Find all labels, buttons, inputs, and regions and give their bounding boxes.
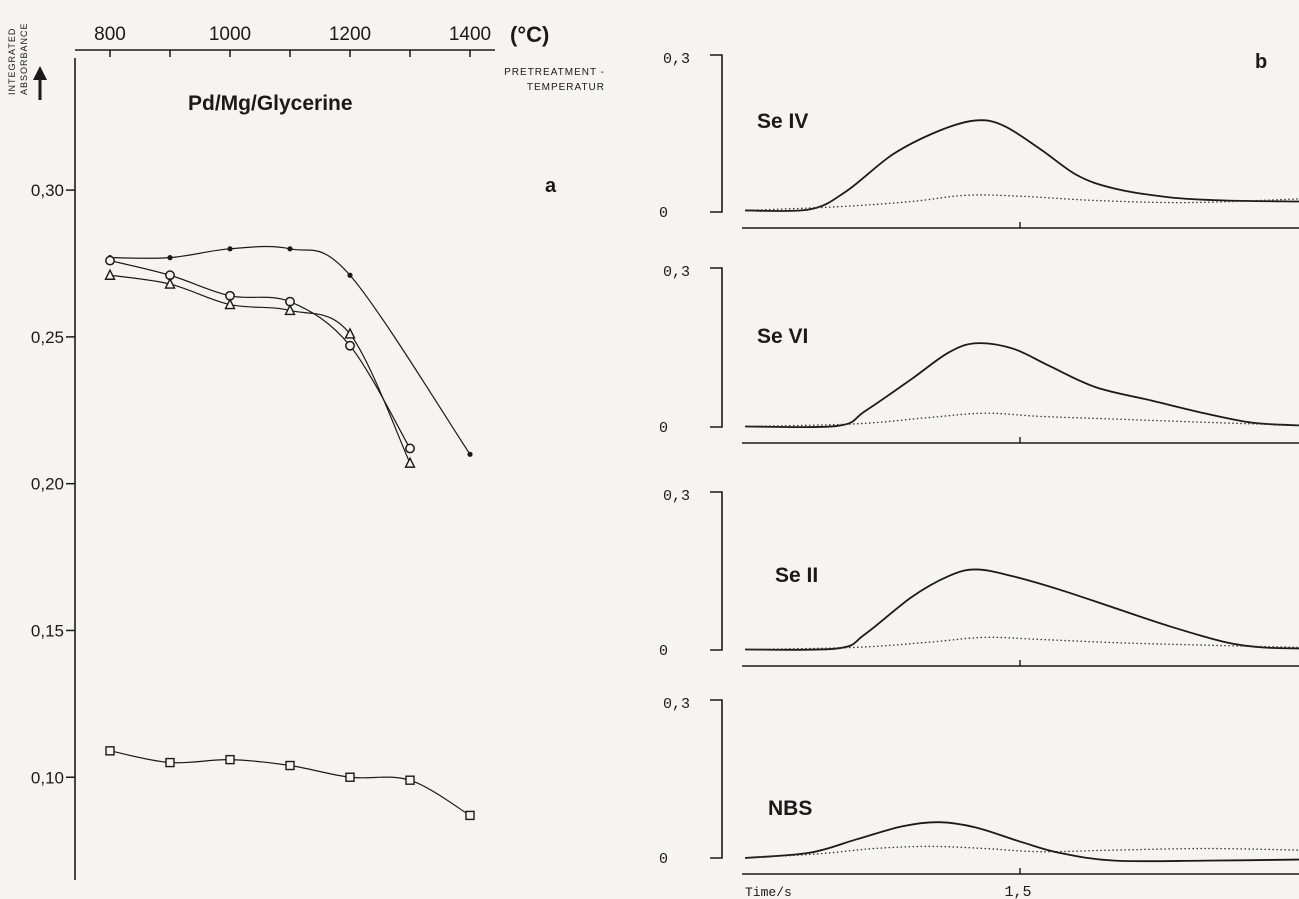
data-point-circle: [105, 255, 115, 266]
x-tick-label: 1000: [209, 24, 251, 45]
subplot-y-axis: [710, 491, 723, 651]
data-point-dot: [347, 272, 353, 278]
panel-a-xlabel-line2: TEMPERATUR: [527, 82, 605, 93]
subplot-y-top-label: 0,3: [663, 696, 690, 713]
subplot-y-top-label: 0,3: [663, 488, 690, 505]
panel-a-markers: [104, 246, 475, 821]
data-point-dot: [287, 246, 293, 252]
fit-curve-triangle: [109, 274, 411, 464]
data-point-square: [105, 746, 115, 756]
panel-a-curves: [109, 245, 471, 816]
panel-a: 800 1000 1200 1400 0,30 0,25 0,20 0,15 0,10 (°C…: [7, 22, 605, 880]
subplot-y-axis: [710, 54, 723, 213]
panel-b-label: b: [1255, 51, 1267, 73]
data-point-circle: [345, 340, 355, 351]
data-point-dot: [467, 451, 473, 457]
data-point-square: [165, 757, 175, 768]
up-arrow-icon: [33, 66, 47, 100]
subplot-y-zero-label: 0: [659, 205, 668, 222]
signal-trace: [744, 342, 1299, 429]
data-point-square: [465, 810, 475, 821]
subplot-name: Se IV: [757, 110, 808, 133]
subplot-y-top-label: 0,3: [663, 51, 690, 68]
panel-b: b 0,3 0 Se IV 0,3 0 Se VI 0,3 0 Se II 0,3 0 NBS Tim…: [659, 51, 1299, 899]
panel-a-ylabel-line2: ABSORBANCE: [19, 22, 29, 95]
fit-curve-square: [109, 750, 471, 816]
data-point-square: [345, 772, 355, 782]
panel-a-ylabel-line1: INTEGRATED: [7, 28, 17, 95]
subplot-y-axis: [710, 699, 723, 859]
subplot-name: Se VI: [757, 325, 808, 348]
subplot-se-vi: 0,3 0 Se VI: [659, 264, 1299, 444]
panel-b-x-label: Time/s: [745, 885, 792, 899]
subplot-y-zero-label: 0: [659, 851, 668, 868]
data-point-triangle: [104, 268, 116, 280]
data-point-square: [405, 775, 415, 785]
fit-curve-circle: [109, 259, 411, 449]
x-tick-label: 1200: [329, 24, 371, 45]
subplot-name: NBS: [768, 797, 812, 820]
panel-a-y-ticks: 0,30 0,25 0,20 0,15 0,10: [31, 181, 75, 787]
data-point-dot: [167, 255, 173, 261]
data-point-circle: [405, 443, 415, 454]
y-tick-label: 0,25: [31, 328, 64, 347]
y-tick-label: 0,10: [31, 768, 64, 787]
signal-trace: [744, 821, 1299, 863]
subplot-y-top-label: 0,3: [663, 264, 690, 281]
subplot-y-zero-label: 0: [659, 643, 668, 660]
subplot-nbs: 0,3 0 NBS: [659, 696, 1299, 875]
signal-trace: [744, 119, 1299, 212]
panel-b-subplots: 0,3 0 Se IV 0,3 0 Se VI 0,3 0 Se II 0,3 0 NBS: [659, 51, 1299, 875]
signal-trace: [744, 568, 1299, 651]
subplot-name: Se II: [775, 564, 818, 587]
x-tick-label: 1400: [449, 24, 491, 45]
y-tick-label: 0,15: [31, 621, 64, 640]
data-point-square: [225, 754, 235, 765]
data-point-triangle: [224, 298, 236, 310]
data-point-square: [285, 760, 295, 771]
panel-a-x-ticks: 800 1000 1200 1400: [94, 24, 491, 57]
data-point-triangle: [404, 456, 416, 468]
panel-b-x-tick: 1,5: [1004, 884, 1031, 899]
data-point-triangle: [164, 277, 176, 289]
panel-a-x-unit: (°C): [510, 22, 549, 47]
panel-a-title: Pd/Mg/Glycerine: [188, 92, 353, 115]
subplot-se-ii: 0,3 0 Se II: [659, 488, 1299, 667]
panel-a-label: a: [545, 175, 557, 197]
data-point-dot: [227, 246, 233, 252]
panel-a-xlabel-line1: PRETREATMENT -: [504, 67, 605, 78]
y-tick-label: 0,20: [31, 475, 64, 494]
subplot-y-axis: [710, 267, 723, 428]
x-tick-label: 800: [94, 24, 126, 45]
data-point-triangle: [284, 303, 296, 316]
y-tick-label: 0,30: [31, 181, 64, 200]
subplot-se-iv: 0,3 0 Se IV: [659, 51, 1299, 229]
data-point-triangle: [344, 327, 356, 339]
subplot-y-zero-label: 0: [659, 420, 668, 437]
fit-curve-dot: [109, 245, 471, 455]
